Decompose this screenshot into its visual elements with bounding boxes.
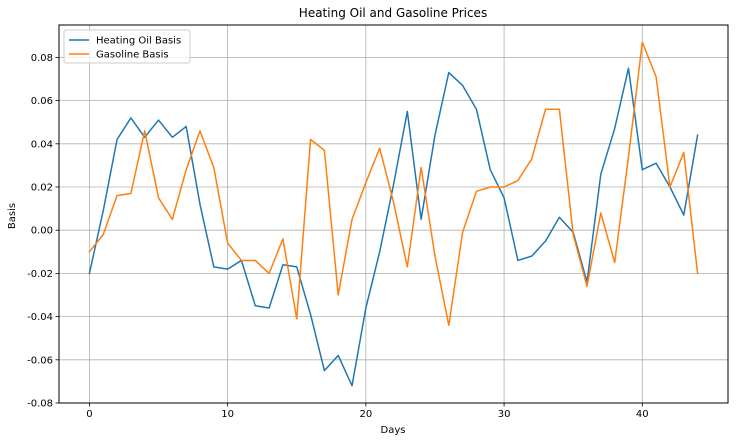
y-axis-label: Basis [7,203,18,229]
y-tick-label: -0.08 [27,399,53,410]
y-tick-label: 0.08 [31,53,53,64]
x-tick-label: 40 [636,409,649,420]
y-tick-label: 0.00 [31,226,53,237]
plot-frame [58,24,729,404]
legend-box [63,29,191,64]
x-tick-label: 0 [86,409,92,420]
legend-label: Heating Oil Basis [96,36,181,47]
y-tick-label: -0.04 [27,312,53,323]
y-tick-label: 0.06 [31,96,53,107]
series-line-heating-oil [88,67,699,387]
x-axis: 0 10 20 30 40 [86,403,649,420]
series-layer [88,41,699,387]
y-tick-label: -0.06 [27,355,53,366]
series-line-gasoline [88,41,699,326]
y-tick-label: 0.02 [31,183,53,194]
y-tick-label: 0.04 [31,139,53,150]
x-axis-label: Days [381,425,406,436]
x-tick-label: 10 [221,409,234,420]
legend-label: Gasoline Basis [96,50,169,61]
x-tick-label: 20 [359,409,372,420]
x-tick-label: 30 [498,409,511,420]
chart-title: Heating Oil and Gasoline Prices [299,6,487,20]
legend: Heating Oil Basis Gasoline Basis [63,29,191,64]
y-axis: -0.08 -0.06 -0.04 -0.02 0.00 0.02 0.04 0.06 0.08 [27,53,59,410]
y-tick-label: -0.02 [27,269,53,280]
